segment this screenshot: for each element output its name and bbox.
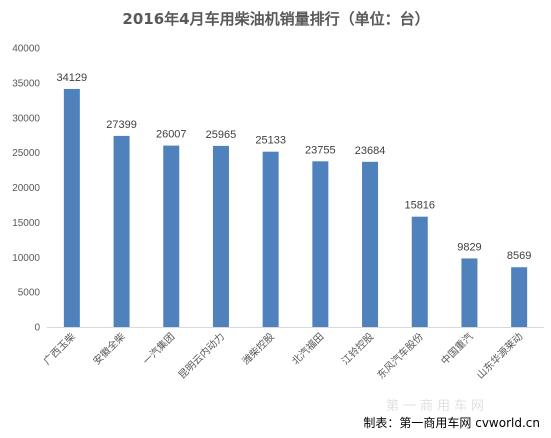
category-label: 东风汽车股份 [374,330,426,382]
category-label: 中国重汽 [438,330,475,367]
data-label: 8569 [507,250,531,262]
category-label: 北汽福田 [289,330,326,367]
data-label: 27399 [106,119,137,131]
bar [262,151,279,327]
bar [362,161,379,327]
bar [113,135,130,327]
category-label: 一汽集团 [140,330,177,367]
bar [312,161,329,327]
y-tick-label: 5000 [18,288,41,299]
category-label: 潍柴控股 [239,330,276,367]
data-label: 25133 [255,135,286,147]
data-label: 26007 [156,129,187,141]
bar [163,145,180,327]
y-tick-label: 10000 [12,253,40,264]
watermark-text: 第一商用车网 [386,398,488,414]
data-label: 34129 [57,72,88,84]
category-label: 安徽全柴 [90,330,127,367]
bar [63,88,80,327]
source-credit: 制表：第一商用车网 cvworld.cn [363,415,540,430]
data-label: 25965 [206,129,237,141]
y-tick-label: 25000 [12,148,40,159]
y-axis: 0 5000 10000 15000 20000 25000 30000 35000 40000 [12,44,40,334]
bar [212,145,229,327]
y-tick-label: 15000 [12,218,40,229]
category-labels: 广西玉柴 安徽全柴 一汽集团 昆明云内动力 潍柴控股 北汽福田 江铃控股 东风汽车股份 中国重汽… [40,330,525,382]
data-label: 23684 [355,145,386,157]
bars [63,88,528,327]
category-label: 山东华源莱动 [474,330,526,382]
y-tick-label: 40000 [12,44,40,55]
data-labels: 34129 27399 26007 25965 25133 23755 23684 15816… [57,72,532,262]
category-label: 昆明云内动力 [175,330,227,382]
bar [411,216,428,327]
chart-title: 2016年4月车用柴油机销量排行（单位：台） [122,10,429,28]
category-label: 江铃控股 [339,330,376,367]
bar [511,267,528,327]
bar [461,258,478,327]
y-tick-label: 35000 [12,78,40,89]
data-label: 15816 [404,200,435,212]
category-label: 广西玉柴 [40,330,77,367]
data-label: 9829 [457,241,481,253]
y-tick-label: 30000 [12,113,40,124]
y-tick-label: 0 [34,323,40,334]
y-tick-label: 20000 [12,183,40,194]
data-label: 23755 [305,144,336,156]
